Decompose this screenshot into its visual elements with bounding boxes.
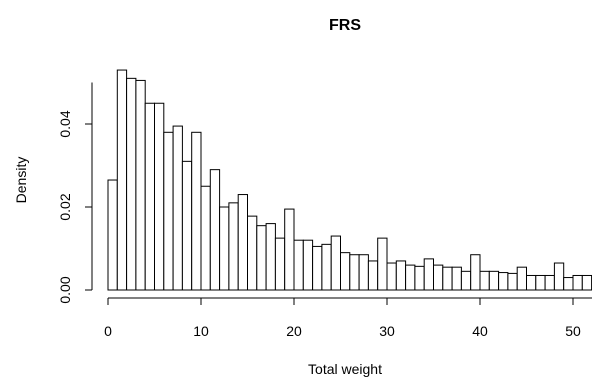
histogram-bar: [181, 160, 193, 291]
histogram-bar: [274, 237, 286, 291]
histogram-bar: [200, 185, 211, 291]
histogram-bar: [367, 260, 379, 291]
histogram-bar: [479, 270, 490, 291]
histogram-bar: [386, 262, 397, 291]
histogram-bar: [219, 206, 230, 291]
y-axis: 0.00 0.02 0.04: [57, 82, 93, 304]
x-tick-label: 30: [379, 323, 395, 339]
histogram-bar: [209, 169, 221, 291]
histogram-bar: [507, 272, 518, 291]
histogram-bar: [163, 131, 174, 291]
x-axis-label: Total weight: [308, 361, 382, 377]
x-tick-label: 10: [193, 323, 209, 339]
histogram-bar: [442, 266, 453, 291]
histogram-bar: [405, 264, 416, 291]
histogram-bar: [414, 265, 425, 291]
histogram-bar: [488, 270, 500, 291]
chart-title: FRS: [329, 17, 361, 34]
histogram-bar: [535, 274, 546, 291]
histogram-bar: [460, 270, 472, 291]
histogram-bar: [107, 179, 118, 291]
histogram-bar: [544, 274, 555, 291]
y-tick-label: 0.04: [57, 110, 73, 137]
histogram-bar: [581, 274, 592, 291]
x-tick-label: 40: [472, 323, 488, 339]
y-tick-label: 0.02: [57, 193, 73, 220]
histogram-bar: [172, 125, 183, 291]
histogram-bar: [228, 202, 239, 291]
histogram-bar: [470, 254, 481, 291]
y-tick-label: 0.00: [57, 276, 73, 303]
histogram-bar: [451, 266, 462, 291]
histogram-bar: [340, 252, 351, 291]
histogram-bar: [358, 254, 369, 291]
histogram-bar: [423, 258, 435, 291]
bars-group: [107, 69, 592, 291]
histogram-bar: [265, 223, 276, 291]
x-axis: 0 10 20 30 40 50: [104, 297, 592, 339]
histogram-bar: [302, 239, 314, 291]
histogram-bar: [237, 194, 248, 291]
histogram-bar: [116, 69, 128, 291]
histogram-bar: [144, 102, 155, 291]
histogram-bar: [126, 77, 137, 291]
histogram-bar: [256, 225, 267, 291]
histogram-bar: [377, 237, 388, 291]
y-axis-label: Density: [13, 157, 29, 204]
histogram-bar: [563, 277, 574, 291]
histogram-bar: [349, 254, 360, 291]
histogram-bar: [498, 272, 509, 291]
x-tick-label: 0: [104, 323, 112, 339]
histogram-bar: [330, 235, 342, 291]
histogram-bar: [135, 79, 146, 291]
histogram-bar: [395, 260, 407, 291]
histogram-bar: [572, 274, 583, 291]
histogram-bar: [312, 245, 323, 291]
histogram-bar: [526, 274, 537, 291]
histogram-bar: [247, 215, 258, 291]
x-tick-label: 50: [565, 323, 581, 339]
histogram-bar: [321, 243, 332, 291]
histogram-bar: [284, 208, 295, 291]
histogram-bar: [293, 239, 304, 291]
histogram-bar: [433, 264, 444, 291]
histogram-bar: [154, 102, 165, 291]
histogram-bar: [516, 266, 528, 291]
histogram-bar: [191, 131, 202, 291]
x-tick-label: 20: [286, 323, 302, 339]
histogram-bar: [553, 262, 565, 291]
